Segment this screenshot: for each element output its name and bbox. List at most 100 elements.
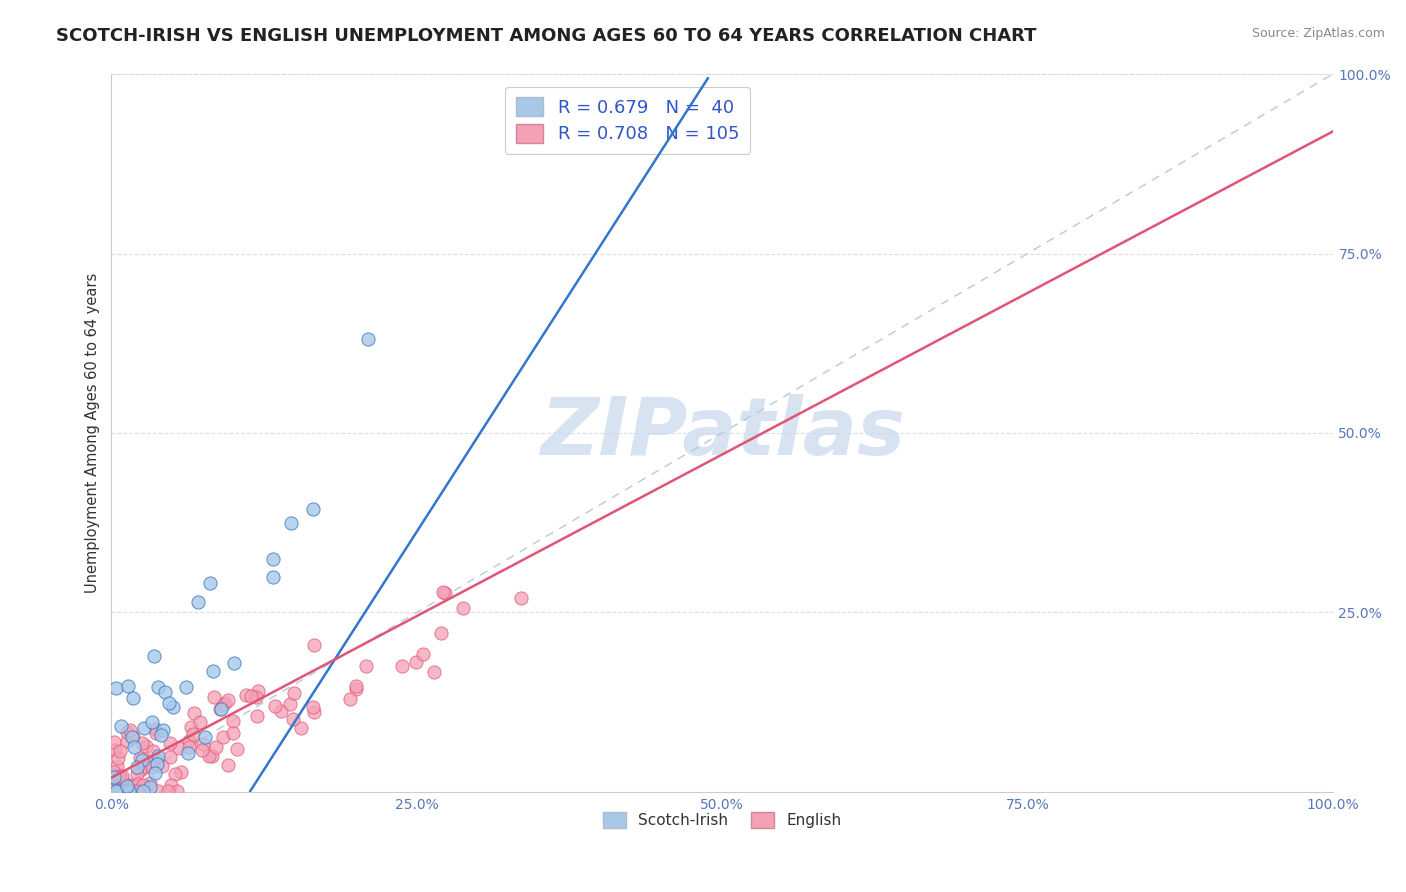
Point <box>193 737 215 751</box>
Point <box>129 751 152 765</box>
Point <box>118 783 141 797</box>
Point <box>114 783 136 797</box>
Point <box>290 722 312 736</box>
Point <box>127 783 149 797</box>
Point <box>135 739 157 753</box>
Point <box>247 683 270 698</box>
Point <box>430 626 453 640</box>
Point <box>103 771 125 785</box>
Point <box>174 680 197 694</box>
Point <box>180 720 202 734</box>
Point <box>346 680 368 694</box>
Point <box>432 585 454 599</box>
Text: ZIPatlas: ZIPatlas <box>540 394 904 472</box>
Point <box>160 778 183 792</box>
Y-axis label: Unemployment Among Ages 60 to 64 years: Unemployment Among Ages 60 to 64 years <box>86 273 100 593</box>
Point <box>391 659 413 673</box>
Point <box>201 748 224 763</box>
Point <box>111 783 134 797</box>
Point <box>197 749 219 764</box>
Text: Source: ZipAtlas.com: Source: ZipAtlas.com <box>1251 27 1385 40</box>
Point <box>159 750 181 764</box>
Point <box>451 601 474 615</box>
Point <box>153 685 176 699</box>
Point <box>107 772 129 787</box>
Point <box>208 701 231 715</box>
Text: SCOTCH-IRISH VS ENGLISH UNEMPLOYMENT AMONG AGES 60 TO 64 YEARS CORRELATION CHART: SCOTCH-IRISH VS ENGLISH UNEMPLOYMENT AMO… <box>56 27 1036 45</box>
Point <box>103 764 125 779</box>
Point <box>283 712 305 726</box>
Point <box>115 777 138 791</box>
Point <box>128 783 150 797</box>
Point <box>246 709 269 723</box>
Point <box>128 783 150 797</box>
Point <box>165 767 187 781</box>
Point <box>262 570 284 584</box>
Point <box>132 761 155 775</box>
Legend: Scotch-Irish, English: Scotch-Irish, English <box>596 806 848 835</box>
Point <box>301 699 323 714</box>
Point <box>187 595 209 609</box>
Point <box>138 755 160 769</box>
Point <box>235 688 257 702</box>
Point <box>167 741 190 756</box>
Point <box>162 700 184 714</box>
Point <box>211 730 233 744</box>
Point <box>128 783 150 797</box>
Point <box>217 693 239 707</box>
Point <box>141 715 163 730</box>
Point <box>108 783 131 797</box>
Point <box>225 741 247 756</box>
Point <box>115 783 138 797</box>
Point <box>339 691 361 706</box>
Point <box>262 552 284 566</box>
Point <box>156 783 179 797</box>
Point <box>121 730 143 744</box>
Point <box>142 649 165 664</box>
Point <box>157 697 180 711</box>
Point <box>122 731 145 745</box>
Point <box>105 783 128 797</box>
Point <box>132 778 155 792</box>
Point <box>127 783 149 797</box>
Point <box>105 783 128 797</box>
Point <box>177 740 200 755</box>
Point <box>132 721 155 735</box>
Point <box>177 734 200 748</box>
Point <box>152 723 174 737</box>
Point <box>131 736 153 750</box>
Point <box>129 763 152 777</box>
Point <box>115 779 138 793</box>
Point <box>131 753 153 767</box>
Point <box>146 752 169 766</box>
Point <box>145 756 167 771</box>
Point <box>204 740 226 755</box>
Point <box>108 783 131 797</box>
Point <box>198 576 221 591</box>
Point <box>278 697 301 711</box>
Point <box>110 719 132 733</box>
Point <box>114 783 136 797</box>
Point <box>170 764 193 779</box>
Point <box>245 690 267 705</box>
Point <box>117 679 139 693</box>
Point <box>103 735 125 749</box>
Point <box>141 759 163 773</box>
Point <box>139 776 162 790</box>
Point <box>302 638 325 652</box>
Point <box>110 744 132 758</box>
Point <box>121 783 143 797</box>
Point <box>510 591 533 606</box>
Point <box>270 704 292 718</box>
Point <box>131 783 153 797</box>
Point <box>188 714 211 729</box>
Point <box>125 766 148 780</box>
Point <box>110 772 132 786</box>
Point <box>139 780 162 794</box>
Point <box>214 696 236 710</box>
Point <box>104 681 127 696</box>
Point <box>357 332 380 346</box>
Point <box>146 680 169 694</box>
Point <box>104 743 127 757</box>
Point <box>115 725 138 739</box>
